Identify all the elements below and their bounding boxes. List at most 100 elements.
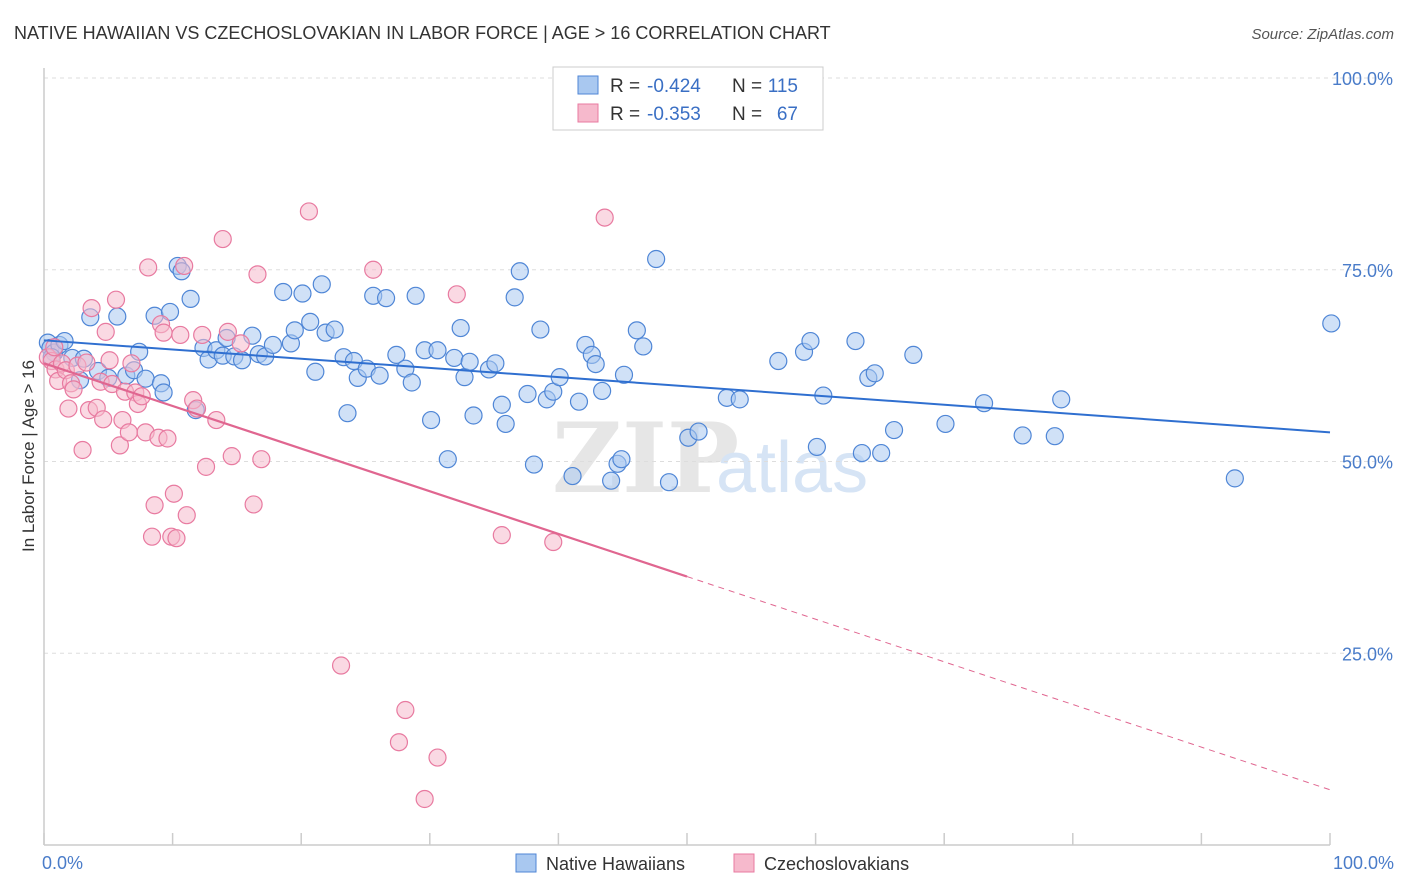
point-czechoslovakian-55: [331, 656, 351, 675]
point-native-hawaiian-67: [492, 395, 511, 414]
point-native-hawaiian-35: [274, 282, 293, 302]
point-native-hawaiian-92: [689, 422, 708, 441]
point-czechoslovakian-9: [73, 440, 92, 460]
point-czechoslovakian-41: [177, 506, 196, 525]
point-czechoslovakian-56: [364, 260, 383, 279]
point-native-hawaiian-85: [612, 450, 631, 469]
bottom-legend-label-1: Native Hawaiians: [546, 854, 685, 874]
legend-swatch-blue: [577, 75, 599, 95]
point-czechoslovakian-59: [415, 789, 434, 809]
point-czechoslovakian-37: [164, 484, 183, 503]
point-native-hawaiian-57: [421, 410, 441, 430]
point-native-hawaiian-61: [451, 318, 470, 338]
point-native-hawaiian-41: [312, 275, 331, 294]
trendline-native-hawaiian: [43, 339, 1331, 434]
point-native-hawaiian-110: [1045, 427, 1064, 446]
bottom-legend-swatch-blue: [515, 853, 537, 873]
x-tick-label-max: 100.0%: [1333, 853, 1394, 873]
point-czechoslovakian-15: [94, 410, 113, 429]
y-tick-label-75: 75.0%: [1342, 261, 1393, 281]
point-czechoslovakian-64: [595, 208, 614, 227]
trendline-czechoslovakian: [43, 362, 688, 578]
point-native-hawaiian-97: [801, 331, 820, 351]
point-native-hawaiian-43: [325, 320, 344, 339]
point-czechoslovakian-51: [244, 495, 263, 514]
point-native-hawaiian-54: [402, 373, 421, 392]
point-native-hawaiian-98: [807, 437, 826, 457]
point-native-hawaiian-78: [569, 392, 589, 411]
watermark-zip: ZIP: [552, 402, 739, 515]
point-czechoslovakian-44: [193, 325, 212, 345]
y-tick-label-25: 25.0%: [1342, 644, 1393, 664]
point-czechoslovakian-35: [158, 429, 177, 448]
watermark-atlas: atlas: [716, 428, 868, 508]
point-czechoslovakian-49: [222, 447, 241, 466]
point-czechoslovakian-65: [59, 399, 78, 418]
legend-r-label-2: R =: [610, 104, 640, 125]
point-native-hawaiian-83: [602, 471, 621, 490]
y-tick-label-50: 50.0%: [1342, 453, 1393, 473]
point-native-hawaiian-71: [518, 384, 537, 404]
point-native-hawaiian-106: [904, 345, 923, 364]
point-czechoslovakian-61: [447, 285, 466, 304]
legend-box: R = -0.424 N = 115 R = -0.353 N = 67: [552, 66, 824, 131]
point-native-hawaiian-103: [865, 364, 884, 383]
point-native-hawaiian-22: [181, 289, 200, 308]
legend-n-label-2: N =: [732, 104, 762, 125]
point-native-hawaiian-51: [376, 289, 396, 308]
point-czechoslovakian-24: [122, 354, 141, 373]
point-czechoslovakian-19: [106, 290, 126, 309]
point-czechoslovakian-23: [119, 423, 138, 442]
point-native-hawaiian-70: [510, 262, 529, 281]
bottom-legend: Native Hawaiians Czechoslovakians: [515, 853, 909, 874]
point-native-hawaiian-68: [496, 414, 515, 434]
point-czechoslovakian-45: [196, 457, 216, 476]
point-czechoslovakian-50: [231, 334, 250, 353]
point-czechoslovakian-17: [100, 351, 119, 370]
point-native-hawaiian-37: [285, 321, 304, 340]
point-native-hawaiian-94: [730, 390, 749, 409]
point-czechoslovakian-12: [82, 299, 101, 318]
point-native-hawaiian-66: [486, 354, 505, 373]
point-native-hawaiian-111: [1052, 390, 1071, 409]
series-points: [38, 202, 1341, 809]
point-native-hawaiian-109: [1013, 426, 1032, 445]
point-native-hawaiian-73: [531, 320, 550, 339]
legend-r-value-1: -0.424: [647, 76, 701, 97]
legend-n-value-1: 115: [768, 76, 798, 97]
point-native-hawaiian-40: [306, 362, 325, 381]
legend-n-value-2: 67: [777, 104, 798, 125]
point-czechoslovakian-52: [248, 265, 267, 284]
point-native-hawaiian-63: [460, 352, 479, 371]
point-native-hawaiian-39: [301, 312, 320, 332]
point-native-hawaiian-38: [293, 284, 312, 303]
point-czechoslovakian-54: [299, 202, 319, 221]
point-native-hawaiian-58: [428, 341, 447, 360]
point-native-hawaiian-87: [627, 321, 646, 340]
point-czechoslovakian-53: [252, 450, 271, 469]
point-native-hawaiian-77: [563, 466, 582, 486]
point-native-hawaiian-52: [387, 345, 406, 364]
trend-lines: [43, 339, 1331, 791]
point-native-hawaiian-108: [974, 394, 994, 413]
point-native-hawaiian-18: [154, 383, 173, 402]
point-czechoslovakian-47: [213, 229, 232, 249]
point-native-hawaiian-95: [769, 351, 788, 371]
point-czechoslovakian-29: [139, 258, 158, 277]
point-native-hawaiian-113: [1322, 314, 1341, 333]
point-native-hawaiian-11: [108, 307, 127, 326]
chart-source: Source: ZipAtlas.com: [1251, 26, 1394, 43]
legend-swatch-pink: [577, 103, 599, 123]
point-czechoslovakian-39: [171, 325, 190, 345]
point-native-hawaiian-45: [338, 404, 357, 423]
x-axis-ticks: [43, 833, 1331, 845]
point-czechoslovakian-60: [428, 748, 447, 767]
point-native-hawaiian-88: [634, 337, 653, 356]
point-native-hawaiian-81: [586, 354, 605, 374]
point-native-hawaiian-55: [406, 286, 425, 305]
point-native-hawaiian-89: [647, 249, 666, 269]
point-native-hawaiian-69: [505, 288, 524, 307]
legend-r-label-1: R =: [610, 76, 640, 97]
point-native-hawaiian-19: [160, 302, 180, 322]
